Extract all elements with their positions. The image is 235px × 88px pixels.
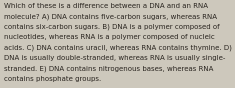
Text: molecule? A) DNA contains five-carbon sugars, whereas RNA: molecule? A) DNA contains five-carbon su…	[4, 13, 217, 20]
Text: DNA is usually double-stranded, whereas RNA is usually single-: DNA is usually double-stranded, whereas …	[4, 55, 226, 61]
Text: nucleotides, whereas RNA is a polymer composed of nucleic: nucleotides, whereas RNA is a polymer co…	[4, 34, 215, 40]
Text: acids. C) DNA contains uracil, whereas RNA contains thymine. D): acids. C) DNA contains uracil, whereas R…	[4, 45, 232, 51]
Text: contains six-carbon sugars. B) DNA is a polymer composed of: contains six-carbon sugars. B) DNA is a …	[4, 24, 220, 30]
Text: contains phosphate groups.: contains phosphate groups.	[4, 76, 102, 82]
Text: stranded. E) DNA contains nitrogenous bases, whereas RNA: stranded. E) DNA contains nitrogenous ba…	[4, 65, 214, 72]
Text: Which of these is a difference between a DNA and an RNA: Which of these is a difference between a…	[4, 3, 208, 9]
